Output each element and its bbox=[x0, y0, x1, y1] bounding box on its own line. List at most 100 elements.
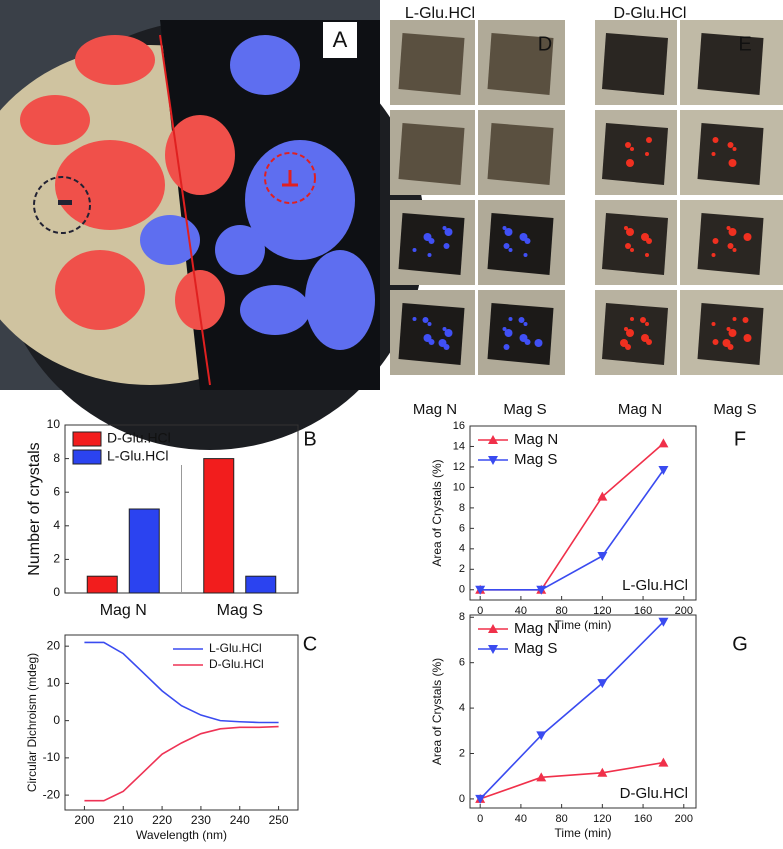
crystal bbox=[630, 248, 634, 252]
x-tick-label: 120 bbox=[593, 813, 611, 825]
bar bbox=[203, 458, 235, 594]
x-tick-label: 0 bbox=[477, 605, 483, 617]
legend-swatch bbox=[72, 449, 102, 465]
plot-frame bbox=[64, 634, 299, 811]
crystal bbox=[519, 334, 528, 342]
photo-a: A bbox=[0, 0, 425, 450]
crystal bbox=[743, 233, 752, 241]
crystal bbox=[503, 243, 510, 249]
x-tick-label: 120 bbox=[593, 605, 611, 617]
crystal bbox=[732, 147, 737, 151]
plot-frame bbox=[469, 614, 697, 809]
crystal bbox=[508, 248, 513, 252]
y-tick-label: 0 bbox=[53, 713, 60, 727]
crystal bbox=[712, 137, 719, 143]
crystal bbox=[645, 152, 649, 156]
crystal bbox=[444, 228, 453, 236]
y-tick-label: 0 bbox=[53, 585, 60, 599]
legend-label: D-Glu.HCl bbox=[107, 430, 171, 446]
sample bbox=[487, 213, 554, 275]
crystal bbox=[519, 233, 528, 241]
x-tick-label: 160 bbox=[634, 605, 652, 617]
legend-label: D-Glu.HCl bbox=[209, 657, 264, 671]
y-axis-label: Circular Dichroism (mdeg) bbox=[25, 653, 39, 792]
sample bbox=[697, 33, 764, 95]
crystal bbox=[732, 317, 737, 321]
line bbox=[84, 641, 279, 724]
x-tick-label: Mag S bbox=[217, 602, 263, 619]
x-tick-label: 200 bbox=[675, 605, 693, 617]
legend-label: Mag N bbox=[514, 431, 558, 448]
sample bbox=[602, 213, 668, 275]
legend-label: Mag N bbox=[514, 620, 558, 637]
panel-label: E bbox=[738, 33, 751, 55]
y-tick-label: 16 bbox=[453, 420, 465, 432]
crystal bbox=[422, 317, 429, 323]
photo-title: L-Glu.HCl bbox=[405, 5, 475, 22]
panel-label: D bbox=[538, 33, 552, 55]
crystal bbox=[722, 339, 731, 347]
panel-label: F bbox=[734, 428, 746, 450]
panel-label: C bbox=[303, 633, 317, 655]
crystal bbox=[712, 238, 719, 244]
crystal bbox=[523, 322, 528, 326]
x-axis-label: Time (min) bbox=[555, 618, 612, 632]
x-tick-label: 210 bbox=[113, 813, 133, 827]
legend-label: Mag S bbox=[514, 451, 557, 468]
crystal bbox=[726, 226, 731, 230]
x-tick-label: 160 bbox=[634, 813, 652, 825]
sample bbox=[487, 303, 554, 365]
crystal bbox=[630, 317, 634, 321]
marker bbox=[658, 466, 669, 476]
sample bbox=[398, 123, 465, 185]
x-tick-label: 240 bbox=[230, 813, 250, 827]
bar bbox=[245, 575, 277, 594]
y-tick-label: 14 bbox=[453, 440, 465, 452]
y-tick-label: 10 bbox=[47, 417, 61, 431]
legend-label: L-Glu.HCl bbox=[209, 641, 262, 655]
x-tick-label: 80 bbox=[555, 813, 567, 825]
crystal bbox=[503, 344, 510, 350]
crystal bbox=[427, 322, 432, 326]
crystal bbox=[640, 317, 646, 323]
panel-label: A bbox=[333, 27, 348, 52]
marker bbox=[536, 772, 547, 782]
crystal bbox=[728, 159, 737, 167]
crystal bbox=[711, 322, 716, 326]
crystal bbox=[504, 329, 513, 337]
column-label: Mag N bbox=[618, 401, 662, 418]
x-tick-label: 250 bbox=[269, 813, 289, 827]
legend-label: L-Glu.HCl bbox=[107, 448, 168, 464]
annotation: L-Glu.HCl bbox=[622, 577, 688, 594]
photo-grid bbox=[390, 20, 783, 375]
column-label: Mag N bbox=[413, 401, 457, 418]
crystal bbox=[504, 228, 513, 236]
bar bbox=[86, 575, 118, 594]
y-tick-label: -20 bbox=[43, 787, 61, 801]
line bbox=[480, 469, 665, 591]
crystal bbox=[646, 137, 652, 143]
crystal bbox=[645, 322, 649, 326]
crystal bbox=[518, 317, 525, 323]
crystal bbox=[641, 233, 649, 241]
crystal bbox=[732, 248, 737, 252]
crystal bbox=[412, 248, 417, 252]
y-tick-label: 6 bbox=[459, 522, 465, 534]
x-tick-label: 200 bbox=[74, 813, 94, 827]
y-tick-label: 6 bbox=[459, 657, 465, 669]
panel-label: G bbox=[732, 633, 748, 655]
x-tick-label: 40 bbox=[515, 813, 527, 825]
line bbox=[480, 442, 664, 591]
crystal bbox=[727, 142, 734, 148]
column-label: Mag S bbox=[503, 401, 546, 418]
sample bbox=[398, 303, 465, 365]
legend-swatch bbox=[72, 431, 102, 447]
marker bbox=[597, 551, 608, 561]
crystal bbox=[711, 152, 716, 156]
legend-marker bbox=[488, 435, 498, 444]
x-tick-label: 40 bbox=[515, 605, 527, 617]
crystal bbox=[641, 334, 649, 342]
crystal bbox=[502, 327, 507, 331]
y-tick-label: 8 bbox=[459, 502, 465, 514]
column-label: Mag S bbox=[713, 401, 756, 418]
